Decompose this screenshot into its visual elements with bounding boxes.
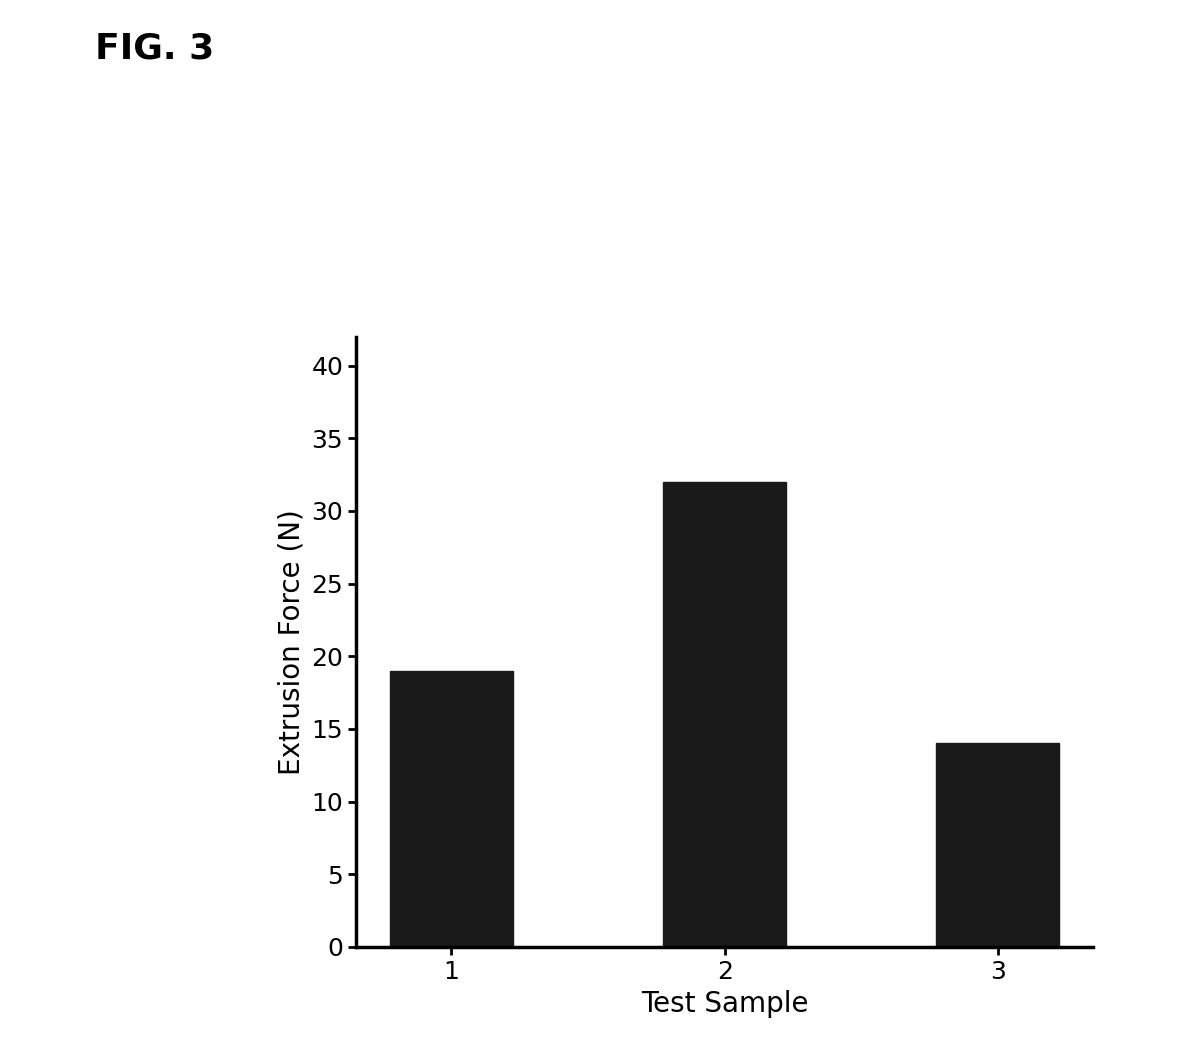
Y-axis label: Extrusion Force (N): Extrusion Force (N) xyxy=(278,509,305,774)
Bar xyxy=(936,744,1060,947)
X-axis label: Test Sample: Test Sample xyxy=(642,990,808,1017)
Bar xyxy=(663,482,786,947)
Text: FIG. 3: FIG. 3 xyxy=(95,32,214,65)
Bar xyxy=(390,671,513,947)
